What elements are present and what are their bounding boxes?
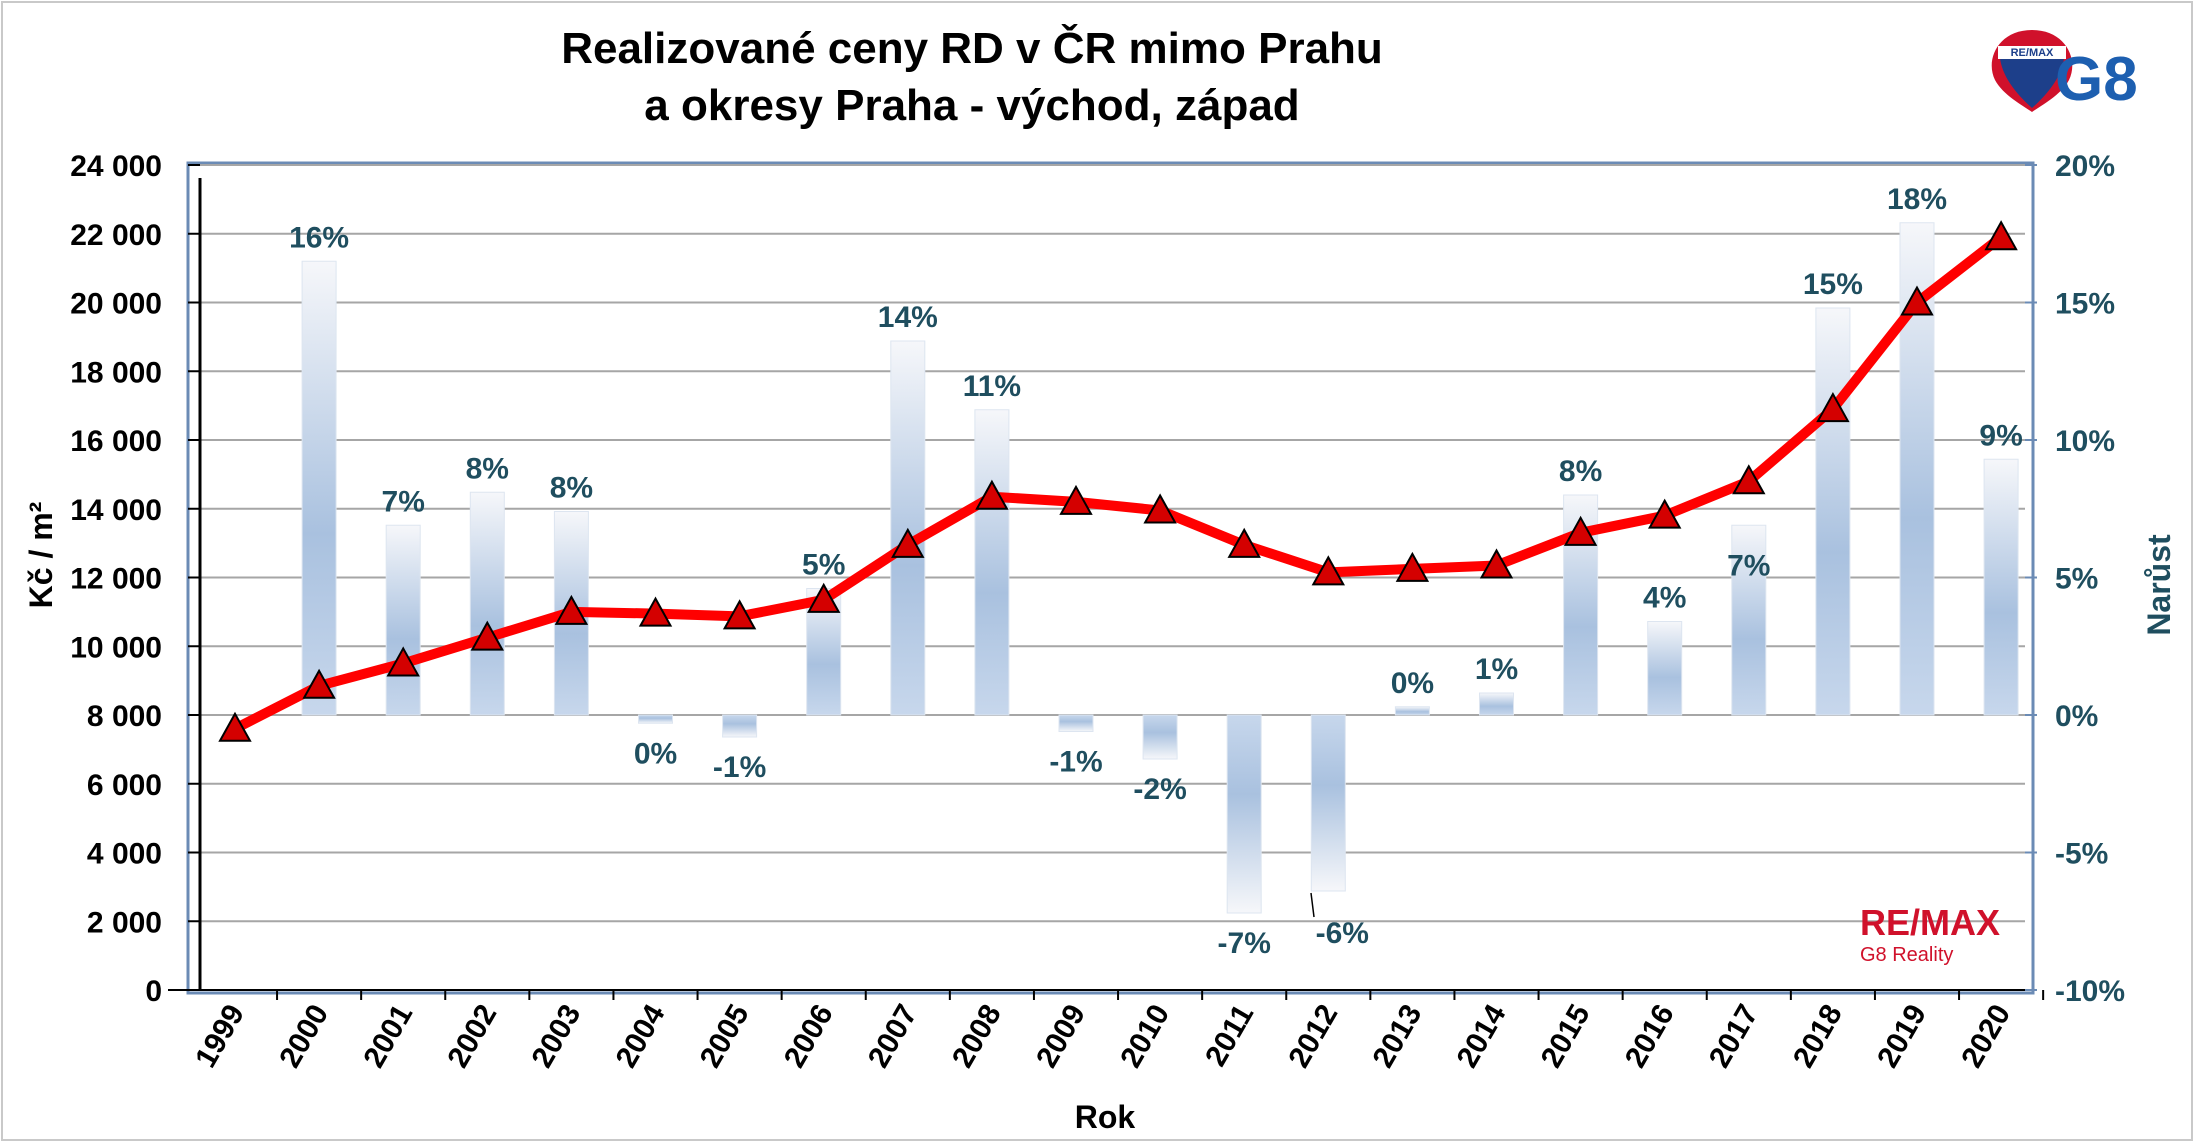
right-tick-label: 5% — [2055, 563, 2098, 596]
y-axis-title-left: Kč / m² — [23, 502, 59, 609]
chart-title-line1: Realizované ceny RD v ČR mimo Prahu — [561, 22, 1383, 73]
price-marker — [386, 646, 420, 677]
price-marker — [302, 668, 336, 699]
g8-logo-text: G8 — [2055, 45, 2138, 114]
left-tick-label: 22 000 — [70, 219, 162, 252]
growth-label: 0% — [634, 737, 677, 770]
price-marker — [1059, 484, 1093, 515]
price-marker — [470, 620, 504, 651]
price-marker — [638, 596, 673, 627]
price-marker — [722, 599, 757, 630]
price-marker — [891, 527, 925, 558]
right-tick-label: -5% — [2055, 838, 2108, 871]
leader-line-2012 — [1310, 892, 1315, 918]
price-marker — [807, 582, 841, 613]
remax-brand-text: RE/MAX — [1860, 902, 2000, 943]
y-axis-title-right: Narůst — [2141, 534, 2177, 636]
left-tick-label: 8 000 — [87, 700, 162, 733]
growth-label: -7% — [1218, 927, 1271, 960]
price-marker — [1143, 493, 1177, 524]
price-marker — [554, 594, 589, 625]
price-marker — [1563, 515, 1598, 546]
left-tick-label: 20 000 — [70, 288, 162, 321]
growth-labels: 16% 7% 8% 8% 0% -1% 5% 14% 11% -1% -2% -7% -6% 0% 1% 8%… — [289, 183, 2023, 960]
price-marker — [1648, 498, 1682, 529]
growth-label: 14% — [878, 301, 938, 334]
price-marker — [1479, 548, 1514, 579]
growth-label: 1% — [1475, 653, 1518, 686]
growth-label: 15% — [1803, 268, 1863, 301]
growth-label: 4% — [1643, 582, 1686, 615]
price-marker — [1732, 464, 1766, 495]
growth-bar — [1142, 714, 1178, 760]
left-tick-label: 0 — [145, 975, 162, 1008]
growth-bar — [1983, 458, 2019, 716]
remax-g8-logo: RE/MAX G8 — [1991, 30, 2138, 114]
growth-label: -2% — [1133, 773, 1186, 806]
growth-bar — [1226, 714, 1262, 914]
growth-label: 11% — [963, 370, 1021, 403]
price-marker — [1900, 285, 1934, 316]
growth-bar — [1815, 307, 1851, 716]
left-tick-label: 2 000 — [87, 906, 162, 939]
price-marker — [1816, 392, 1850, 423]
remax-brand-sub: G8 Reality — [1860, 944, 1953, 966]
left-tick-label: 18 000 — [70, 356, 162, 389]
left-tick-label: 6 000 — [87, 769, 162, 802]
x-axis-title: Rok — [1075, 1099, 1136, 1135]
growth-label: -1% — [713, 751, 766, 784]
growth-label: 7% — [382, 485, 425, 518]
price-marker — [218, 711, 252, 742]
right-axis-ticks: -10% -5% 0% 5% 10% 15% 20% — [2025, 150, 2125, 1008]
right-tick-label: 0% — [2055, 700, 2098, 733]
left-tick-label: 24 000 — [70, 150, 162, 183]
left-axis-ticks: 0 2 000 4 000 6 000 8 000 10 000 12 000 14 000 1… — [70, 150, 200, 1008]
left-tick-label: 16 000 — [70, 425, 162, 458]
growth-label: 8% — [466, 452, 509, 485]
growth-label: 0% — [1391, 667, 1434, 700]
growth-bar — [974, 409, 1010, 716]
growth-bar — [1394, 706, 1430, 716]
growth-label: 8% — [1559, 455, 1602, 488]
growth-label: 8% — [550, 472, 593, 505]
growth-bar — [1310, 714, 1346, 892]
remax-brand: RE/MAX G8 Reality — [1860, 902, 2000, 966]
balloon-text: RE/MAX — [2011, 47, 2054, 59]
growth-label: 9% — [1979, 419, 2022, 452]
right-tick-label: -10% — [2055, 975, 2125, 1008]
price-marker — [1984, 220, 2018, 251]
left-tick-label: 12 000 — [70, 563, 162, 596]
right-tick-label: 15% — [2055, 288, 2115, 321]
right-tick-label: 20% — [2055, 150, 2115, 183]
right-tick-label: 10% — [2055, 425, 2115, 458]
price-marker — [975, 479, 1009, 510]
growth-bar — [722, 714, 758, 738]
growth-bar — [469, 491, 505, 716]
growth-bar — [1647, 621, 1683, 716]
left-tick-label: 14 000 — [70, 494, 162, 527]
growth-bar — [1058, 714, 1094, 732]
chart-title-line2: a okresy Praha - východ, západ — [644, 81, 1299, 130]
growth-label: -6% — [1316, 917, 1369, 950]
growth-label: 16% — [289, 221, 349, 254]
growth-bar — [1731, 524, 1767, 716]
price-marker — [1311, 555, 1345, 586]
growth-label: 18% — [1887, 183, 1947, 216]
growth-bar — [1479, 692, 1514, 716]
left-tick-label: 4 000 — [87, 838, 162, 871]
growth-bar — [638, 714, 673, 724]
price-line-path — [230, 232, 2007, 734]
growth-label: 7% — [1727, 549, 1770, 582]
growth-bar — [301, 260, 337, 716]
growth-label: 5% — [802, 549, 845, 582]
price-line — [230, 232, 2007, 734]
price-markers — [218, 220, 2018, 742]
growth-label: -1% — [1049, 746, 1102, 779]
left-tick-label: 10 000 — [70, 631, 162, 664]
growth-bar — [385, 524, 421, 716]
price-marker — [1395, 551, 1430, 582]
price-marker — [1227, 527, 1261, 558]
